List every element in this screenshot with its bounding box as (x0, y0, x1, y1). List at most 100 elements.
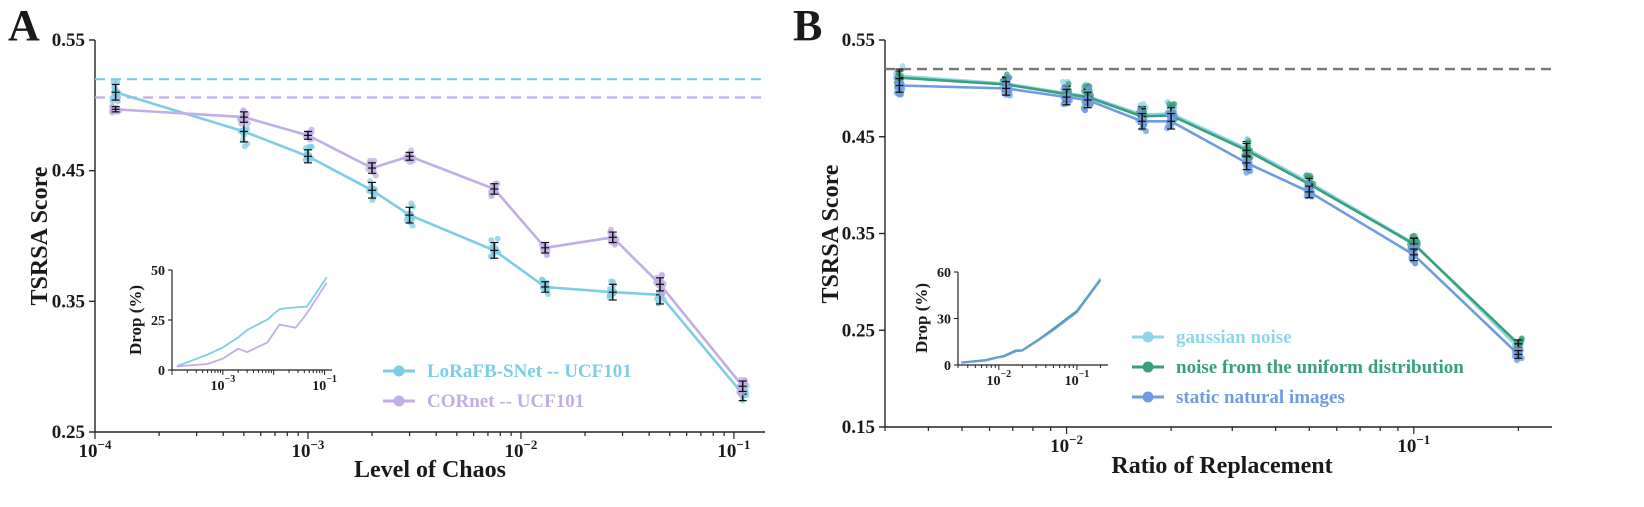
a-series-line (115, 108, 744, 388)
b-x-tick-label: 10−2 (1050, 432, 1083, 457)
a-x-tick-label: 10−2 (504, 437, 537, 462)
b-trial-dot (1062, 83, 1069, 90)
a-x-tick-label-base: 10 (504, 441, 523, 462)
b-legend-label: static natural images (1176, 387, 1345, 408)
a-legend-swatch-dot (393, 365, 405, 377)
b-inset-x-tick-label-base: 10 (1065, 374, 1079, 389)
a-x-tick-label-exponent: −4 (98, 437, 112, 452)
a-legend-label: LoRaFB-SNet -- UCF101 (427, 361, 632, 382)
a-inset-y-tick-label: 25 (151, 314, 165, 329)
b-trial-dot (1082, 107, 1088, 114)
a-trial-dot (409, 222, 416, 229)
a-x-tick-label-exponent: −1 (736, 437, 750, 452)
a-inset-line (176, 282, 328, 368)
b-y-tick-label: 0.45 (842, 127, 875, 148)
b-trial-dot (899, 63, 906, 70)
b-inset-y-tick-label: 0 (944, 359, 951, 374)
panel-b-y-ticks: 0.15 0.25 0.35 0.45 0.55 (842, 30, 885, 438)
a-trial-dot (488, 237, 495, 244)
panel-a-y-label: TSRSA Score (27, 166, 53, 305)
panel-b-inset-y-label: Drop (%) (912, 283, 931, 353)
b-inset-y-tick-label: 30 (937, 313, 951, 328)
b-trial-dot (1059, 78, 1066, 85)
a-trial-dot (408, 200, 415, 207)
a-inset-line (176, 276, 328, 368)
a-y-tick-label: 0.35 (52, 291, 85, 312)
b-trial-dot (1412, 260, 1418, 267)
a-x-tick-label-exponent: −2 (523, 437, 537, 452)
panel-b-series (892, 63, 1525, 364)
b-series-line (899, 84, 1520, 356)
a-trial-dot (114, 79, 121, 85)
b-legend-swatch-dot (1142, 391, 1154, 403)
b-inset-x-tick-label-exponent: −2 (1000, 369, 1011, 380)
a-y-tick-label: 0.55 (52, 30, 85, 51)
a-x-tick-label-base: 10 (291, 441, 310, 462)
a-trial-dot (659, 290, 666, 297)
b-trial-dot (1140, 100, 1147, 107)
a-inset-y-tick-label: 0 (158, 364, 165, 379)
a-legend-label: CORnet -- UCF101 (427, 391, 584, 412)
b-series-line (899, 74, 1520, 349)
b-x-tick-label-exponent: −1 (1416, 432, 1430, 447)
b-inset-x-tick-label-base: 10 (986, 374, 1000, 389)
b-legend-swatch-dot (1142, 361, 1154, 373)
panel-a-series (109, 78, 750, 404)
panel-letter-a: A (8, 1, 40, 50)
b-x-tick-label-exponent: −2 (1069, 432, 1083, 447)
panel-letter-b: B (793, 1, 822, 50)
a-x-tick-label-exponent: −3 (310, 437, 324, 452)
a-series-line (115, 91, 744, 395)
b-legend-label: gaussian noise (1176, 327, 1292, 348)
b-y-tick-label: 0.35 (842, 224, 875, 245)
b-trial-dot (1303, 172, 1310, 179)
a-inset-x-tick-label: 10−3 (211, 374, 236, 394)
b-inset-line (961, 277, 1102, 364)
a-trial-dot (494, 235, 501, 242)
a-inset-x-tick-label-exponent: −3 (225, 374, 236, 385)
b-x-tick-label: 10−1 (1397, 432, 1430, 457)
b-trial-dot (1136, 107, 1143, 114)
a-trial-dot (608, 278, 615, 285)
a-inset-x-tick-label-exponent: −1 (326, 374, 337, 385)
b-x-tick-label-base: 10 (1050, 436, 1069, 457)
b-trial-dot (1410, 232, 1417, 239)
a-x-tick-label: 10−1 (717, 437, 750, 462)
a-trial-dot (736, 389, 743, 396)
panel-a-legend: LoRaFB-SNet -- UCF101 CORnet -- UCF101 (383, 361, 632, 412)
panel-a-x-label: Level of Chaos (354, 457, 506, 483)
a-legend-swatch-dot (393, 395, 405, 407)
panel-a-x-ticks: 10−4 10−3 10−2 10−1 (79, 432, 750, 462)
b-trial-dot (1245, 138, 1252, 145)
b-trial-dot (1304, 180, 1311, 187)
b-legend-label: noise from the uniform distribution (1176, 357, 1464, 378)
b-y-tick-label: 0.55 (842, 30, 875, 51)
b-legend-swatch-dot (1142, 331, 1154, 343)
b-y-tick-label: 0.15 (842, 417, 875, 438)
panel-b-x-ticks: 10−2 10−1 (884, 427, 1519, 457)
a-inset-x-tick-label: 10−1 (312, 374, 337, 394)
a-inset-x-tick-label-base: 10 (312, 379, 326, 394)
panel-b-y-label: TSRSA Score (818, 164, 844, 303)
a-x-tick-label-base: 10 (79, 441, 98, 462)
panel-a-baselines (95, 78, 765, 99)
b-inset-line (961, 279, 1102, 364)
b-inset-x-tick-label: 10−1 (1065, 369, 1090, 389)
a-y-tick-label: 0.45 (52, 161, 85, 182)
b-inset-x-tick-label-exponent: −1 (1079, 369, 1090, 380)
a-inset-y-tick-label: 50 (151, 264, 165, 279)
b-inset-y-tick-label: 60 (937, 266, 951, 281)
b-x-tick-label-base: 10 (1397, 436, 1416, 457)
a-x-tick-label: 10−3 (291, 437, 324, 462)
b-trial-dot (1005, 75, 1012, 82)
panel-b-legend: gaussian noise noise from the uniform dis… (1132, 327, 1464, 408)
a-x-tick-label-base: 10 (717, 441, 736, 462)
b-inset-line (961, 279, 1102, 364)
b-trial-dot (1166, 101, 1173, 108)
panel-a-y-ticks: 0.25 0.35 0.45 0.55 (52, 30, 95, 443)
panel-a-inset-y-label: Drop (%) (126, 285, 145, 355)
a-trial-dot (244, 120, 251, 127)
